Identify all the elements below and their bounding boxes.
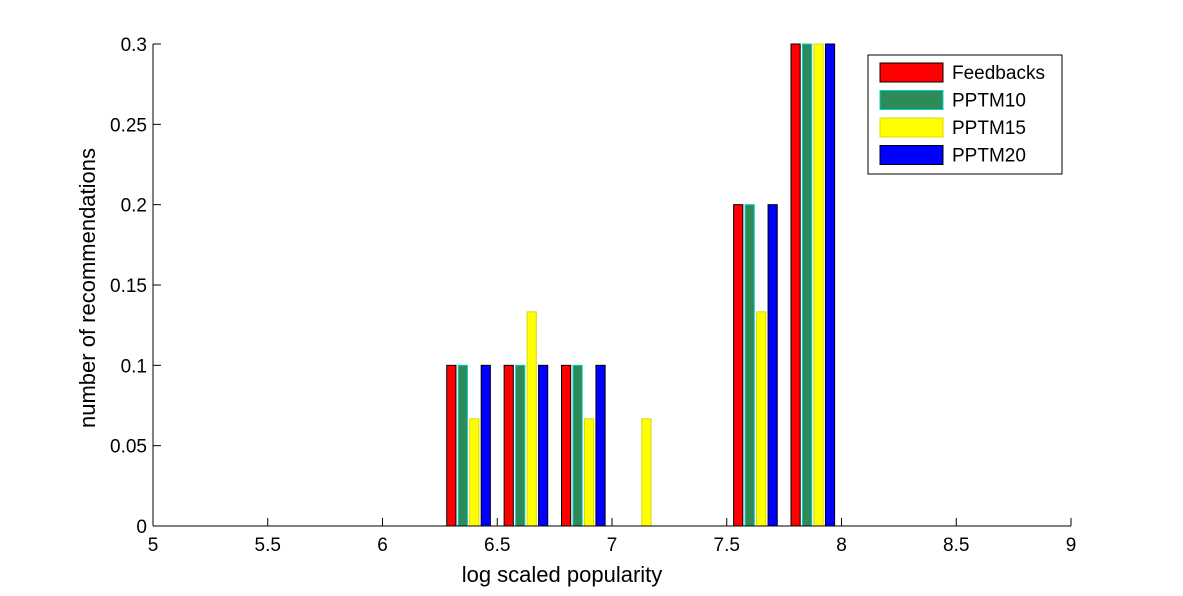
bars-layer: [446, 43, 836, 527]
bar-pptm20-6: [538, 364, 549, 527]
x-tick-label-3: 6.5: [484, 535, 510, 556]
axes-layer: 5 5.5 6 6.5 7 7.5 8 8.5 9 0 0.05 0.1 0.15 0.2 0.25 0.3 l…: [75, 35, 1076, 587]
legend-swatch-pptm15: [879, 117, 944, 138]
bar-pptm15-8: [641, 418, 652, 527]
legend-swatch-pptm20: [879, 145, 944, 165]
bar-pptm20-7: [595, 364, 606, 527]
bar-pptm20-11: [824, 43, 836, 527]
y-tick-label-3: 0.15: [110, 276, 147, 297]
bar-pptm10-7: [572, 364, 583, 527]
x-tick-label-5: 7.5: [714, 535, 740, 556]
y-tick-label-6: 0.3: [121, 35, 147, 56]
x-tick-label-2: 6: [377, 535, 388, 556]
x-tick-label-0: 5: [148, 535, 159, 556]
bar-pptm15-5: [469, 418, 480, 527]
y-axis-title: number of recommendations: [75, 148, 100, 428]
y-tick-label-4: 0.2: [121, 196, 147, 217]
bar-pptm15-6: [526, 311, 537, 527]
bar-feedbacks-10: [733, 204, 744, 527]
x-tick-label-8: 9: [1066, 535, 1077, 556]
bar-pptm20-5: [480, 364, 491, 527]
x-tick-label-1: 5.5: [255, 535, 281, 556]
legend-label-pptm10: PPTM10: [952, 91, 1026, 112]
bar-pptm15-7: [583, 418, 595, 527]
bar-feedbacks-7: [561, 364, 572, 527]
x-tick-label-7: 8.5: [943, 535, 969, 556]
y-tick-label-2: 0.1: [121, 356, 147, 377]
bar-pptm10-6: [515, 364, 526, 527]
y-tick-label-5: 0.25: [110, 115, 147, 136]
bar-pptm10-10: [744, 204, 755, 527]
x-tick-label-4: 7: [607, 535, 618, 556]
legend-label-pptm20: PPTM20: [952, 146, 1026, 167]
bar-feedbacks-11: [790, 43, 801, 527]
legend-label-feedbacks: Feedbacks: [952, 63, 1045, 84]
legend-swatch-pptm10: [879, 90, 944, 110]
bar-pptm15-11: [813, 43, 824, 527]
x-axis-title: log scaled popularity: [462, 562, 663, 587]
legend-label-pptm15: PPTM15: [952, 118, 1026, 139]
bar-feedbacks-6: [503, 364, 514, 527]
x-tick-label-6: 8: [836, 535, 847, 556]
bar-feedbacks-5: [446, 364, 457, 527]
bar-pptm15-10: [756, 311, 767, 527]
y-tick-label-1: 0.05: [110, 437, 147, 458]
legend: Feedbacks PPTM10 PPTM15 PPTM20: [867, 54, 1063, 175]
bar-pptm20-10: [767, 204, 778, 527]
y-tick-label-0: 0: [136, 517, 147, 538]
bar-pptm10-5: [457, 364, 468, 527]
bar-pptm10-11: [801, 43, 813, 527]
legend-swatch-feedbacks: [879, 62, 944, 83]
